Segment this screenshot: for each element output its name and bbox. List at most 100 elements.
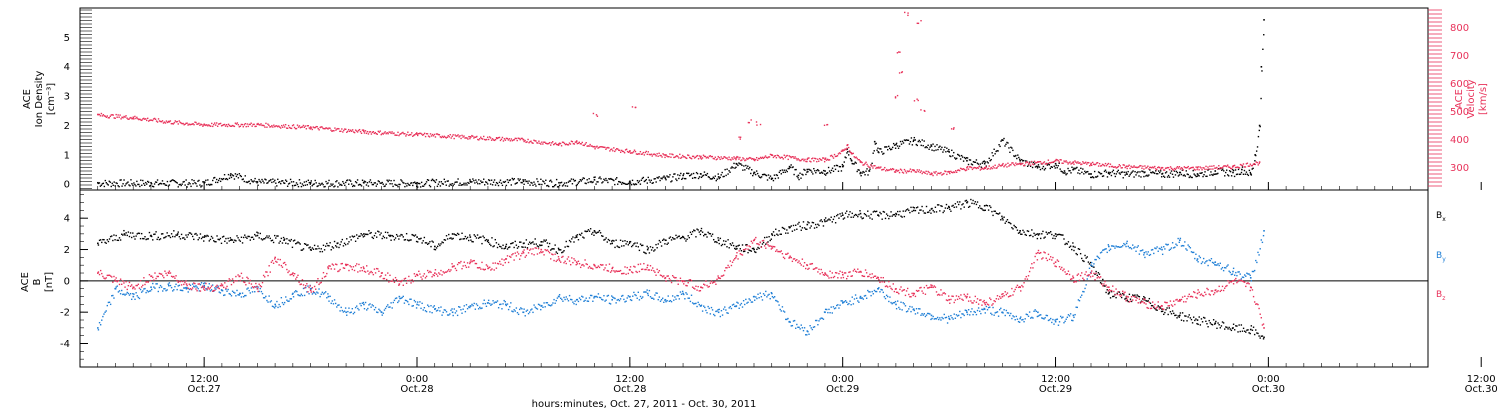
bx-point	[852, 213, 853, 214]
bx-point	[674, 238, 675, 239]
velocity-point	[122, 117, 123, 118]
bx-point	[1123, 294, 1124, 295]
bx-point	[884, 211, 885, 212]
density-point	[514, 178, 515, 179]
bx-point	[1019, 232, 1020, 233]
density-point	[899, 146, 900, 147]
by-point	[1220, 263, 1221, 264]
bx-point	[446, 235, 447, 236]
by-point	[1245, 275, 1246, 276]
velocity-point	[1196, 169, 1197, 170]
density-point	[1050, 168, 1051, 169]
velocity-point	[357, 131, 358, 132]
velocity-point	[726, 157, 727, 158]
bx-point	[646, 246, 647, 247]
bx-point	[429, 241, 430, 242]
by-point	[1028, 316, 1029, 317]
velocity-point	[216, 122, 217, 123]
density-point	[841, 170, 842, 171]
bx-point	[1081, 258, 1082, 259]
density-point	[830, 172, 831, 173]
bx-point	[842, 212, 843, 213]
velocity-point	[613, 147, 614, 148]
by-point	[1222, 267, 1223, 268]
bx-point	[1062, 234, 1063, 235]
by-point	[1234, 275, 1235, 276]
density-point	[518, 178, 519, 179]
density-point	[342, 181, 343, 182]
density-point	[260, 182, 261, 183]
velocity-point	[253, 124, 254, 125]
velocity-point	[669, 153, 670, 154]
by-point	[224, 294, 225, 295]
by-point	[121, 290, 122, 291]
by-point	[1207, 265, 1208, 266]
by-point	[102, 316, 103, 317]
bx-point	[580, 234, 581, 235]
velocity-point	[932, 175, 933, 176]
by-point	[625, 301, 626, 302]
bx-point	[946, 204, 947, 205]
density-point	[1171, 170, 1172, 171]
velocity-point	[439, 134, 440, 135]
bx-point	[573, 241, 574, 242]
by-point	[1175, 243, 1176, 244]
density-point	[312, 185, 313, 186]
bx-point	[742, 244, 743, 245]
bx-point	[1202, 321, 1203, 322]
density-point	[891, 149, 892, 150]
by-point-vertex	[523, 311, 525, 313]
by-point	[1114, 247, 1115, 248]
by-point	[588, 301, 589, 302]
density-point	[258, 179, 259, 180]
bx-point	[1032, 236, 1033, 237]
by-point	[500, 304, 501, 305]
by-point-vertex	[292, 293, 294, 295]
velocity-point	[377, 134, 378, 135]
density-point	[578, 182, 579, 183]
velocity-point	[1005, 164, 1006, 165]
by-point	[1160, 248, 1161, 249]
bx-point	[174, 236, 175, 237]
density-point	[749, 167, 750, 168]
density-point	[944, 147, 945, 148]
bx-point	[833, 219, 834, 220]
density-point	[437, 186, 438, 187]
bx-point	[658, 243, 659, 244]
by-point	[1138, 245, 1139, 246]
density-point	[499, 182, 500, 183]
density-point	[493, 182, 494, 183]
velocity-point	[483, 136, 484, 137]
velocity-point	[919, 169, 920, 170]
density-point	[456, 181, 457, 182]
bx-point	[101, 242, 102, 243]
by-point	[615, 302, 616, 303]
bx-point	[547, 242, 548, 243]
bx-point	[287, 243, 288, 244]
density-point	[377, 183, 378, 184]
density-point	[369, 181, 370, 182]
bx-point	[903, 210, 904, 211]
density-point	[1038, 164, 1039, 165]
by-point	[646, 289, 647, 290]
density-point	[104, 186, 105, 187]
velocity-point	[220, 123, 221, 124]
by-point	[334, 299, 335, 300]
density-point	[123, 179, 124, 180]
by-point	[920, 315, 921, 316]
by-point	[322, 292, 323, 293]
density-point	[166, 185, 167, 186]
velocity-point	[1065, 160, 1066, 161]
by-point	[1053, 323, 1054, 324]
density-point	[1015, 155, 1016, 156]
bx-point-vertex	[1019, 230, 1021, 232]
density-point	[697, 173, 698, 174]
bx-point	[1236, 325, 1237, 326]
velocity-point	[273, 124, 274, 125]
density-point	[1076, 167, 1077, 168]
density-point	[679, 175, 680, 176]
bx-point-vertex	[452, 233, 454, 235]
density-point	[888, 146, 889, 147]
by-point	[99, 322, 100, 323]
by-point	[686, 294, 687, 295]
